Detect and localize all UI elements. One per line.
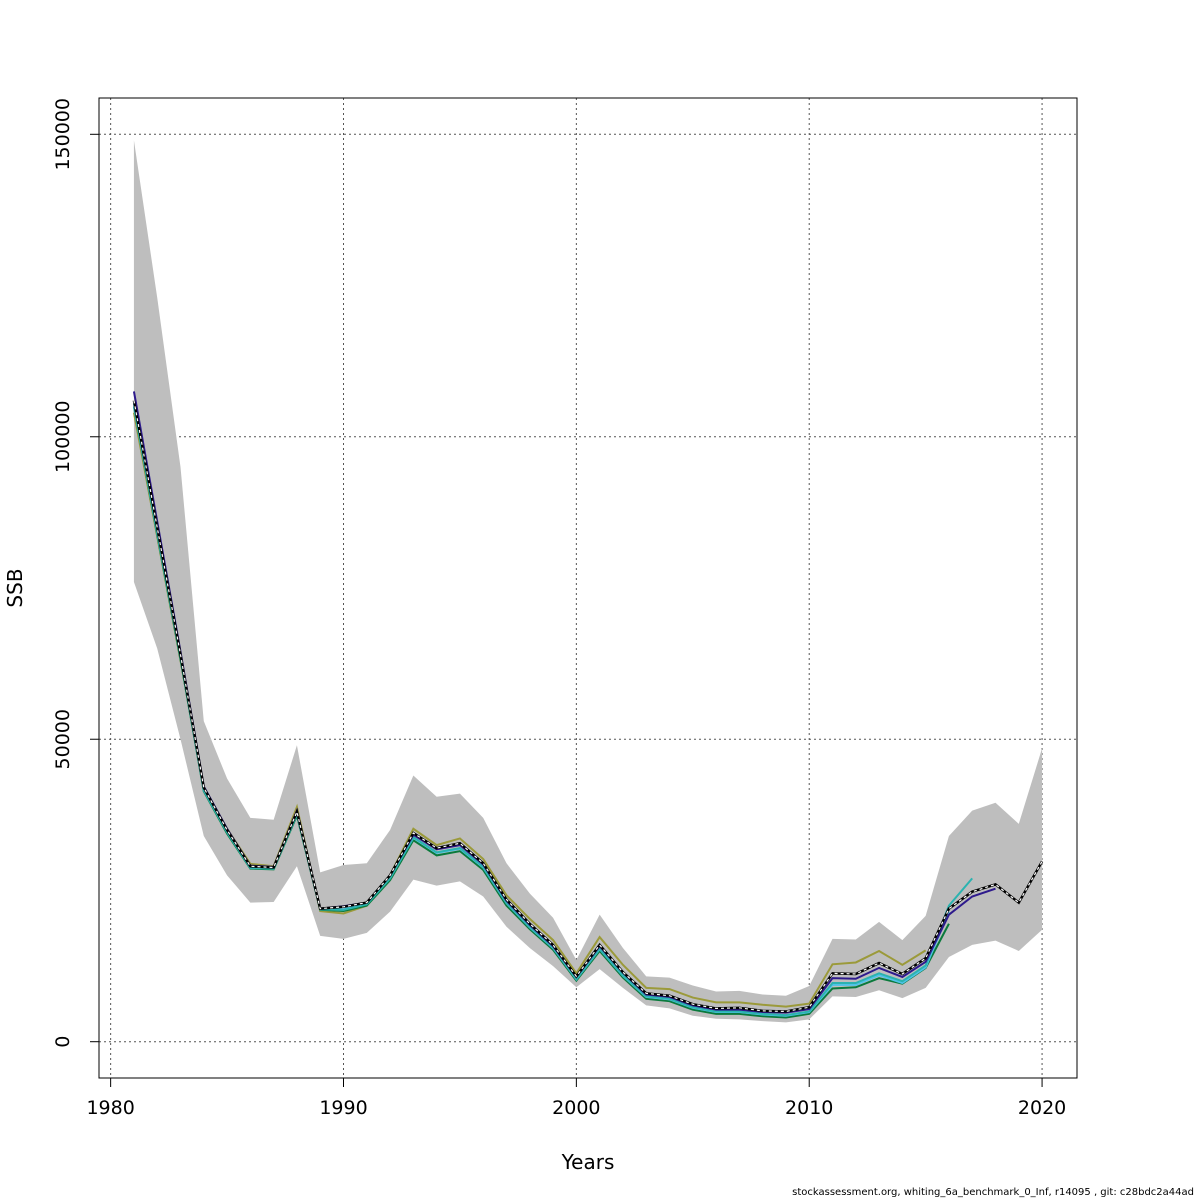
series-line-ret2 [132, 391, 996, 1014]
series-line-base [132, 400, 1044, 1013]
x-tick-label-2010: 2010 [785, 1097, 833, 1119]
series-lines [132, 391, 1044, 1019]
series-line-ret6 [132, 412, 927, 1008]
x-tick-label-1980: 1980 [86, 1097, 134, 1119]
x-tick-label-1990: 1990 [319, 1097, 367, 1119]
x-axis-title: Years [561, 1150, 615, 1174]
x-tick-label-2000: 2000 [552, 1097, 600, 1119]
plot-frame [98, 97, 1078, 1079]
y-tick-label-50000: 50000 [52, 709, 74, 769]
series-line-ret1 [133, 400, 1043, 1013]
x-tick-label-2020: 2020 [1018, 1097, 1066, 1119]
confidence-band [133, 140, 1043, 1023]
confidence-band-layer [133, 140, 1043, 1023]
y-tick-label-100000: 100000 [52, 400, 74, 473]
axes: 1980 1990 2000 2010 2020 0 50000 100000 150000 [52, 98, 1066, 1119]
y-axis-title: SSB [3, 568, 27, 607]
footer-credit: stockassessment.org, whiting_6a_benchmar… [792, 1187, 1194, 1198]
y-tick-label-0: 0 [52, 1036, 74, 1048]
y-tick-label-150000: 150000 [52, 98, 74, 171]
